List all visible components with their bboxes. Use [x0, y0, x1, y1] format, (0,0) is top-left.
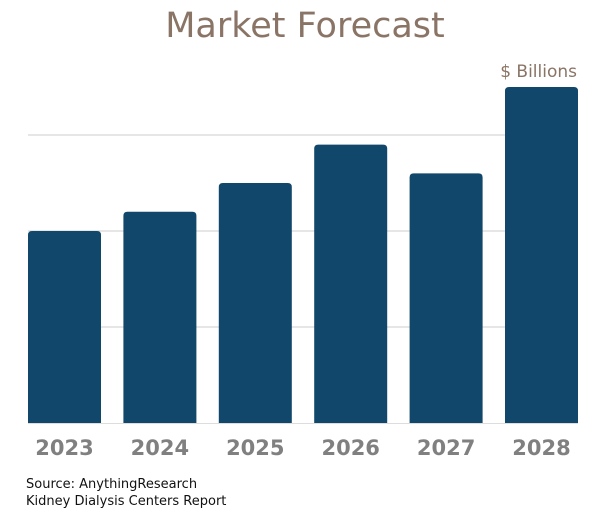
x-tick-label: 2024 [131, 436, 189, 460]
x-tick-label: 2028 [512, 436, 570, 460]
x-tick-label: 2025 [226, 436, 284, 460]
x-tick-label: 2026 [321, 436, 379, 460]
x-tick-label: 2027 [417, 436, 475, 460]
bar-2027 [409, 173, 483, 423]
bar-2024 [123, 211, 197, 423]
bar-2025 [218, 183, 292, 423]
bar-2028 [505, 87, 578, 423]
unit-label: $ Billions [500, 62, 577, 82]
bar-2023 [28, 231, 101, 423]
chart-title: Market Forecast [165, 6, 445, 46]
bar-2026 [314, 144, 388, 423]
source-text: Source: AnythingResearch [26, 477, 198, 492]
x-tick-label: 2023 [35, 436, 93, 460]
report-text: Kidney Dialysis Centers Report [26, 494, 227, 509]
